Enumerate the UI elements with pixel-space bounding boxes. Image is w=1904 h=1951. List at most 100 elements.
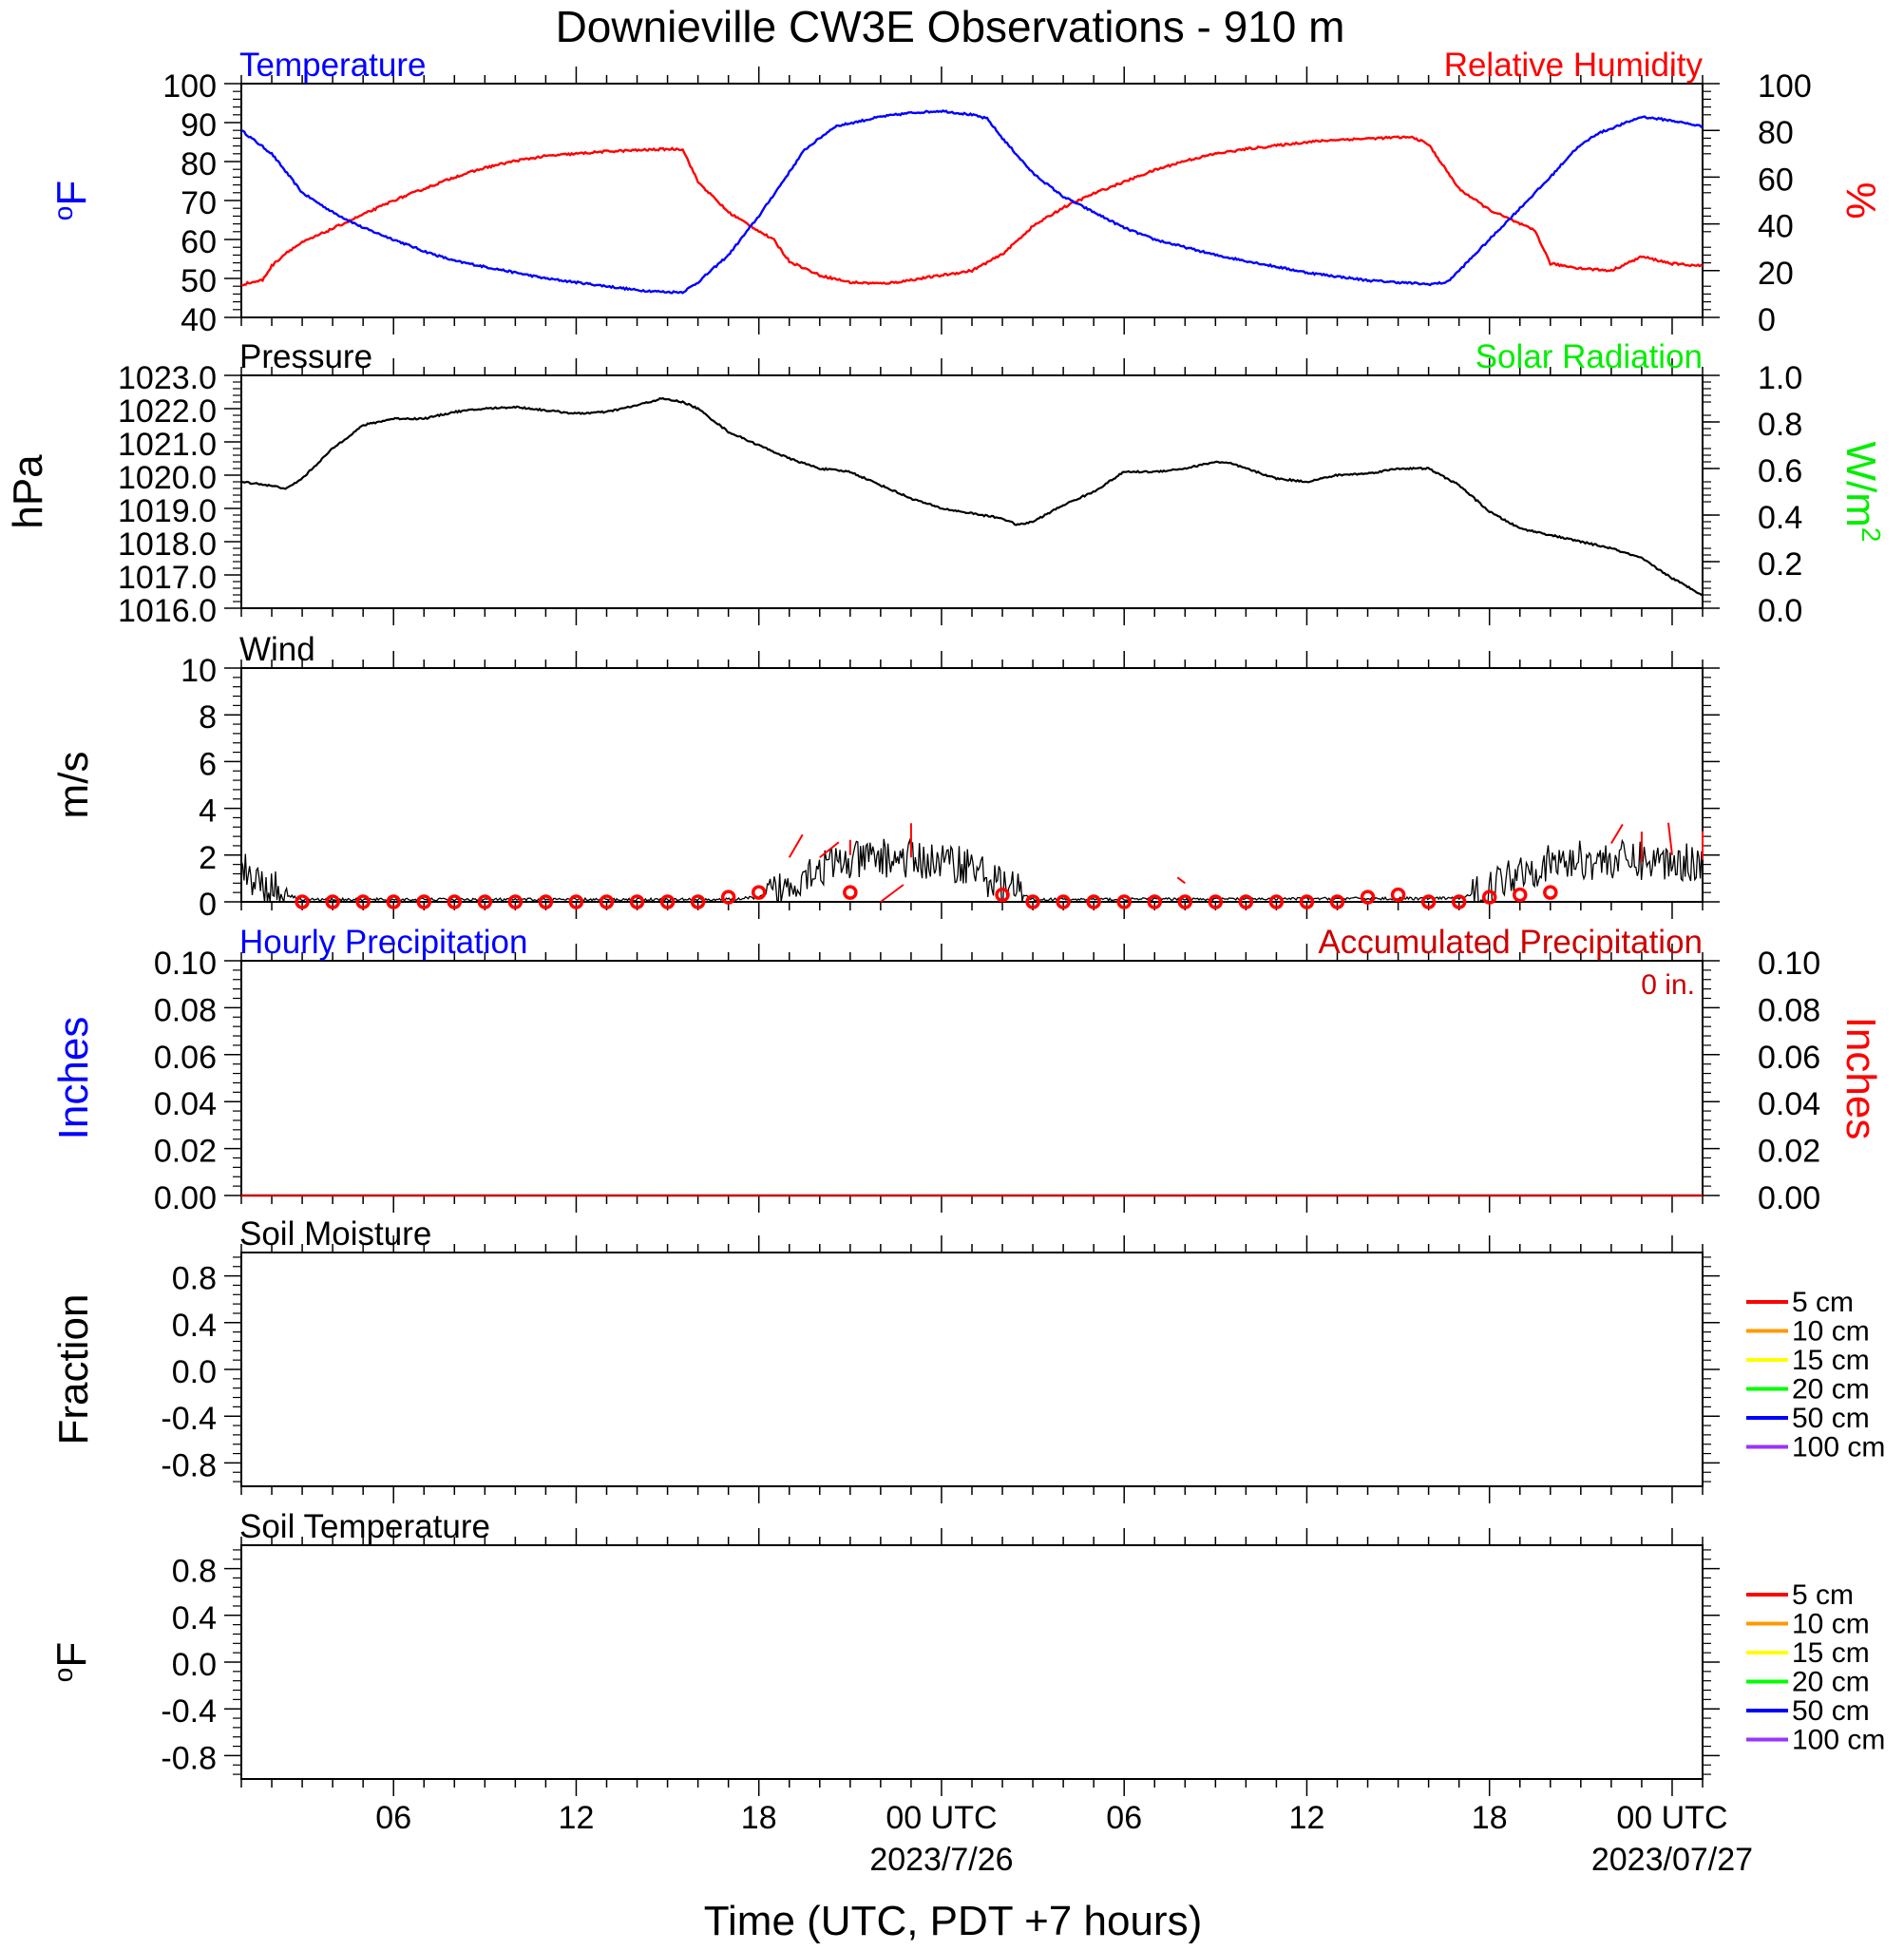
wind-hourly-marker xyxy=(629,894,645,909)
wind-barb xyxy=(1610,823,1624,845)
wind-hourly-marker xyxy=(720,889,736,905)
y-tick-label-left: 4 xyxy=(199,794,217,830)
pressure-series-line xyxy=(240,396,1704,597)
y-tick-label-left: -0.4 xyxy=(161,1693,217,1730)
wind-speed-series-line xyxy=(240,837,1703,904)
y-tick-label-left: 1021.0 xyxy=(118,427,217,463)
y-tick-label-left: 0.8 xyxy=(172,1261,217,1297)
wind-hourly-marker xyxy=(355,894,371,909)
plot-frame xyxy=(240,1252,1704,1487)
y-tick-label-right: 0.6 xyxy=(1758,453,1802,489)
wind-hourly-marker xyxy=(1116,894,1132,909)
legend-label: 10 cm xyxy=(1792,1316,1870,1348)
y-axis-label-left: Fraction xyxy=(50,1294,97,1445)
y-tick-label-left: 10 xyxy=(181,653,217,689)
y-tick-label-right: 0.08 xyxy=(1758,992,1820,1028)
legend-label: 15 cm xyxy=(1792,1345,1870,1376)
y-tick-label-left: 1019.0 xyxy=(118,493,217,529)
y-tick-label-right: 0.04 xyxy=(1758,1086,1820,1122)
y-tick-label-left: 100 xyxy=(162,68,217,105)
figure-title: Downieville CW3E Observations - 910 m xyxy=(556,2,1345,51)
x-tick-label: 12 xyxy=(1289,1800,1325,1836)
y-tick-label-right: 0.06 xyxy=(1758,1040,1820,1076)
plot-frame xyxy=(240,960,1704,1196)
y-tick-label-left: 0.06 xyxy=(154,1040,217,1076)
y-tick-label-left: 1016.0 xyxy=(118,593,217,629)
wind-hourly-marker xyxy=(690,894,706,909)
wind-hourly-marker xyxy=(659,894,676,909)
legend-label: 100 cm xyxy=(1792,1725,1885,1756)
wind-hourly-marker xyxy=(295,894,310,909)
wind-hourly-marker xyxy=(1481,889,1497,905)
y-tick-label-right: 0 xyxy=(1758,302,1776,338)
wind-hourly-marker xyxy=(995,887,1010,903)
y-tick-label-left: 70 xyxy=(181,185,217,221)
y-tick-label-left: 8 xyxy=(199,699,217,736)
y-tick-label-right: 0.0 xyxy=(1758,593,1802,629)
wind-barb xyxy=(880,884,904,903)
y-axis-label-left: Inches xyxy=(50,1017,97,1140)
temperature-series-line xyxy=(240,108,1704,295)
wind-hourly-marker xyxy=(507,894,524,909)
legend-label: 50 cm xyxy=(1792,1403,1870,1434)
y-tick-label-right: 80 xyxy=(1758,115,1794,151)
legend-label: 20 cm xyxy=(1792,1374,1870,1406)
wind-hourly-marker xyxy=(1543,885,1558,900)
y-tick-label-right: 0.8 xyxy=(1758,407,1802,443)
y-axis-label-left: hPa xyxy=(5,454,51,529)
x-tick-label: 00 UTC xyxy=(885,1800,997,1836)
y-tick-label-left: 1018.0 xyxy=(118,526,217,563)
wind-hourly-marker xyxy=(1420,894,1437,909)
y-tick-label-left: 2 xyxy=(199,840,217,876)
y-tick-label-right: 0.2 xyxy=(1758,546,1802,583)
y-tick-label-left: 0.8 xyxy=(172,1554,217,1590)
x-date-label: 2023/7/26 xyxy=(869,1842,1013,1878)
x-tick-label: 00 UTC xyxy=(1616,1800,1727,1836)
y-tick-label-left: 0.08 xyxy=(154,992,217,1028)
x-date-label: 2023/07/27 xyxy=(1591,1842,1753,1878)
wind-hourly-marker xyxy=(1329,894,1345,909)
wind-hourly-marker xyxy=(1177,894,1193,909)
wind-hourly-marker xyxy=(1238,894,1254,909)
panel-soil_moisture: -0.8 -0.4 0.0 0.4 0.8 Soil Moisture Fraction 5 … xyxy=(50,1215,1885,1503)
y-tick-label-right: 0.00 xyxy=(1758,1180,1820,1216)
wind-hourly-marker xyxy=(843,885,858,900)
y-axis-label-right: W/m2 xyxy=(1837,442,1886,543)
y-axis-label-left: oF xyxy=(48,1642,95,1682)
y-tick-label-left: 90 xyxy=(181,107,217,143)
wind-barb xyxy=(1666,822,1673,855)
y-tick-label-right: 60 xyxy=(1758,162,1794,198)
legend-label: 10 cm xyxy=(1792,1609,1870,1640)
y-tick-label-left: 1017.0 xyxy=(118,560,217,596)
plot-frame xyxy=(240,374,1704,609)
legend-label: 50 cm xyxy=(1792,1695,1870,1727)
x-tick-label: 06 xyxy=(375,1800,411,1836)
plot-frame xyxy=(240,667,1704,903)
panel-title-left: Temperature xyxy=(239,47,426,84)
y-tick-label-left: -0.8 xyxy=(161,1740,217,1776)
wind-hourly-marker xyxy=(416,894,431,909)
y-tick-label-right: 20 xyxy=(1758,256,1794,292)
x-tick-label: 06 xyxy=(1106,1800,1142,1836)
y-tick-label-left: 0.0 xyxy=(172,1647,217,1683)
panel-title-left: Hourly Precipitation xyxy=(239,924,527,961)
panel-title-right: Solar Radiation xyxy=(1476,338,1703,375)
legend-label: 15 cm xyxy=(1792,1637,1870,1669)
panel-title-left: Soil Temperature xyxy=(239,1508,490,1545)
wind-hourly-marker xyxy=(599,894,615,909)
wind-hourly-marker xyxy=(1360,889,1376,905)
wind-barb xyxy=(1176,876,1186,885)
panel-title-right: Accumulated Precipitation xyxy=(1318,924,1703,961)
legend-label: 5 cm xyxy=(1792,1579,1854,1611)
humidity-series-line xyxy=(240,135,1704,287)
y-axis-label-left: oF xyxy=(48,181,95,220)
x-tick-label: 12 xyxy=(559,1800,595,1836)
panel-title-left: Wind xyxy=(239,631,315,668)
wind-hourly-marker xyxy=(1513,887,1528,903)
wind-barb xyxy=(788,833,804,858)
y-axis-label-right: % xyxy=(1837,182,1884,219)
y-tick-label-left: 40 xyxy=(181,302,217,338)
y-tick-label-left: -0.8 xyxy=(161,1447,217,1483)
legend-label: 20 cm xyxy=(1792,1667,1870,1698)
